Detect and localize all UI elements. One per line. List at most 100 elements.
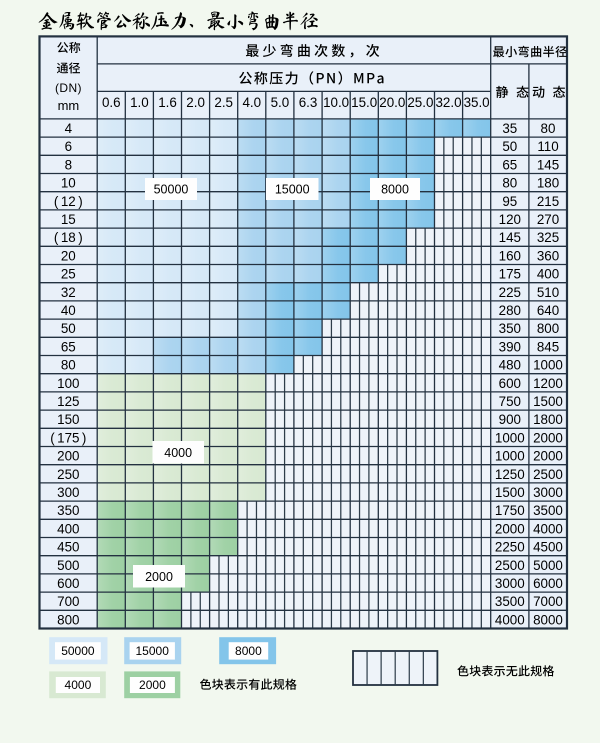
- svg-text:80: 80: [541, 121, 556, 136]
- svg-text:225: 225: [499, 285, 521, 300]
- svg-text:50000: 50000: [154, 183, 189, 197]
- svg-text:280: 280: [499, 303, 521, 318]
- svg-text:600: 600: [499, 376, 521, 391]
- svg-text:1800: 1800: [533, 412, 563, 427]
- svg-text:15000: 15000: [275, 183, 310, 197]
- svg-text:600: 600: [57, 576, 79, 591]
- svg-text:2250: 2250: [495, 540, 525, 555]
- svg-text:1000: 1000: [495, 430, 525, 445]
- svg-text:15.0: 15.0: [351, 95, 377, 110]
- svg-text:20: 20: [61, 248, 76, 263]
- svg-text:2000: 2000: [145, 570, 173, 584]
- svg-text:8: 8: [65, 157, 72, 172]
- svg-text:(: (: [54, 230, 59, 245]
- svg-text:2500: 2500: [495, 558, 525, 573]
- svg-text:20.0: 20.0: [379, 95, 405, 110]
- svg-text:10: 10: [61, 176, 76, 191]
- svg-text:350: 350: [499, 321, 521, 336]
- svg-text:8000: 8000: [381, 183, 409, 197]
- svg-text:3500: 3500: [495, 594, 525, 609]
- svg-text:150: 150: [57, 412, 79, 427]
- svg-text:6000: 6000: [533, 576, 563, 591]
- svg-text:0.6: 0.6: [102, 95, 121, 110]
- svg-text:145: 145: [537, 157, 559, 172]
- svg-text:4.0: 4.0: [242, 95, 261, 110]
- svg-text:800: 800: [57, 612, 79, 627]
- svg-text:845: 845: [537, 339, 559, 354]
- svg-text:510: 510: [537, 285, 559, 300]
- svg-text:4: 4: [65, 121, 73, 136]
- svg-text:300: 300: [57, 485, 79, 500]
- svg-text:50000: 50000: [61, 644, 95, 658]
- svg-text:18: 18: [61, 230, 76, 245]
- svg-text:8000: 8000: [235, 644, 262, 658]
- svg-text:250: 250: [57, 467, 79, 482]
- svg-text:95: 95: [502, 194, 517, 209]
- svg-text:2.5: 2.5: [214, 95, 233, 110]
- svg-text:80: 80: [502, 176, 517, 191]
- svg-text:4000: 4000: [65, 678, 92, 692]
- svg-text:10.0: 10.0: [323, 95, 349, 110]
- svg-text:35: 35: [502, 121, 517, 136]
- svg-text:325: 325: [537, 230, 559, 245]
- svg-text:2500: 2500: [533, 467, 563, 482]
- svg-text:1000: 1000: [533, 358, 563, 373]
- svg-text:4500: 4500: [533, 540, 563, 555]
- svg-text:215: 215: [537, 194, 559, 209]
- svg-text:3000: 3000: [533, 485, 563, 500]
- svg-text:mm: mm: [58, 98, 80, 113]
- svg-text:500: 500: [57, 558, 79, 573]
- svg-text:450: 450: [57, 540, 79, 555]
- svg-text:4000: 4000: [495, 612, 525, 627]
- svg-text:5.0: 5.0: [271, 95, 290, 110]
- svg-text:175: 175: [499, 267, 521, 282]
- svg-text:1250: 1250: [495, 467, 525, 482]
- svg-text:200: 200: [57, 449, 79, 464]
- svg-text:3000: 3000: [495, 576, 525, 591]
- svg-text:1200: 1200: [533, 376, 563, 391]
- svg-text:1.6: 1.6: [158, 95, 177, 110]
- svg-text:8000: 8000: [533, 612, 563, 627]
- svg-text:145: 145: [499, 230, 521, 245]
- svg-text:175: 175: [57, 430, 79, 445]
- svg-text:(DN): (DN): [55, 81, 82, 95]
- svg-text:1500: 1500: [533, 394, 563, 409]
- svg-text:125: 125: [57, 394, 79, 409]
- svg-text:400: 400: [57, 521, 79, 536]
- svg-text:): ): [78, 230, 82, 245]
- svg-text:65: 65: [61, 339, 76, 354]
- svg-text:50: 50: [502, 139, 517, 154]
- svg-text:15000: 15000: [136, 644, 170, 658]
- svg-text:160: 160: [499, 248, 521, 263]
- svg-text:2000: 2000: [533, 449, 563, 464]
- svg-text:4000: 4000: [533, 521, 563, 536]
- svg-text:2000: 2000: [533, 430, 563, 445]
- svg-text:5000: 5000: [533, 558, 563, 573]
- svg-text:35.0: 35.0: [464, 95, 490, 110]
- svg-text:15: 15: [61, 212, 76, 227]
- svg-text:640: 640: [537, 303, 559, 318]
- svg-text:(: (: [54, 194, 59, 209]
- svg-text:1.0: 1.0: [130, 95, 149, 110]
- svg-text:750: 750: [499, 394, 521, 409]
- svg-text:25.0: 25.0: [407, 95, 433, 110]
- svg-text:900: 900: [499, 412, 521, 427]
- svg-text:480: 480: [499, 358, 521, 373]
- svg-text:800: 800: [537, 321, 559, 336]
- svg-text:120: 120: [499, 212, 521, 227]
- svg-text:65: 65: [502, 157, 517, 172]
- svg-text:3500: 3500: [533, 503, 563, 518]
- svg-text:180: 180: [537, 176, 559, 191]
- svg-text:2000: 2000: [495, 521, 525, 536]
- svg-text:1500: 1500: [495, 485, 525, 500]
- svg-text:4000: 4000: [164, 446, 192, 460]
- svg-text:350: 350: [57, 503, 79, 518]
- svg-text:80: 80: [61, 358, 76, 373]
- svg-text:1000: 1000: [495, 449, 525, 464]
- svg-text:): ): [82, 430, 86, 445]
- svg-text:7000: 7000: [533, 594, 563, 609]
- svg-text:6.3: 6.3: [299, 95, 318, 110]
- svg-text:2000: 2000: [139, 678, 166, 692]
- svg-text:6: 6: [65, 139, 72, 154]
- svg-text:1750: 1750: [495, 503, 525, 518]
